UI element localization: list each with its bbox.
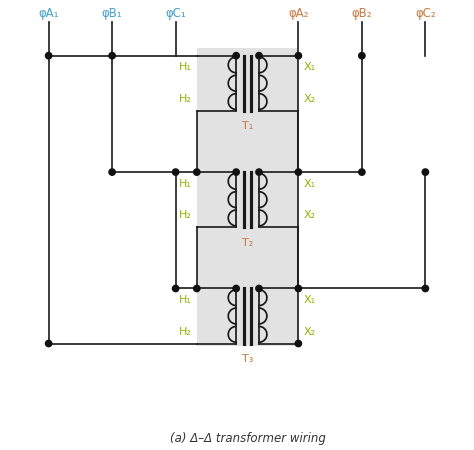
Circle shape xyxy=(173,285,179,292)
Circle shape xyxy=(109,169,115,175)
Text: X₂: X₂ xyxy=(303,327,316,337)
Text: (a) Δ–Δ transformer wiring: (a) Δ–Δ transformer wiring xyxy=(170,432,326,445)
Bar xyxy=(197,48,298,346)
Text: φA₁: φA₁ xyxy=(38,7,59,20)
Circle shape xyxy=(295,340,301,346)
Text: H₂: H₂ xyxy=(179,211,191,220)
Circle shape xyxy=(233,169,239,175)
Circle shape xyxy=(193,285,200,292)
Circle shape xyxy=(173,169,179,175)
Text: φB₂: φB₂ xyxy=(352,7,372,20)
Text: T₂: T₂ xyxy=(242,238,253,248)
Text: X₁: X₁ xyxy=(303,63,316,72)
Circle shape xyxy=(233,285,239,292)
Text: φB₁: φB₁ xyxy=(102,7,122,20)
Circle shape xyxy=(109,53,115,59)
Circle shape xyxy=(46,340,52,346)
Circle shape xyxy=(359,53,365,59)
Text: H₁: H₁ xyxy=(179,179,191,189)
Circle shape xyxy=(295,285,301,292)
Circle shape xyxy=(256,169,262,175)
Text: φC₂: φC₂ xyxy=(415,7,436,20)
Circle shape xyxy=(46,53,52,59)
Text: X₂: X₂ xyxy=(303,211,316,220)
Text: H₂: H₂ xyxy=(179,327,191,337)
Text: T₃: T₃ xyxy=(242,354,253,364)
Text: φA₂: φA₂ xyxy=(288,7,309,20)
Circle shape xyxy=(295,169,301,175)
Text: X₂: X₂ xyxy=(303,94,316,104)
Circle shape xyxy=(359,169,365,175)
Circle shape xyxy=(256,285,262,292)
Circle shape xyxy=(193,169,200,175)
Circle shape xyxy=(256,53,262,59)
Text: T₁: T₁ xyxy=(242,122,253,131)
Text: φC₁: φC₁ xyxy=(165,7,186,20)
Circle shape xyxy=(295,53,301,59)
Text: X₁: X₁ xyxy=(303,295,316,305)
Text: H₂: H₂ xyxy=(179,94,191,104)
Circle shape xyxy=(422,169,428,175)
Text: H₁: H₁ xyxy=(179,295,191,305)
Text: H₁: H₁ xyxy=(179,63,191,72)
Text: X₁: X₁ xyxy=(303,179,316,189)
Circle shape xyxy=(422,285,428,292)
Circle shape xyxy=(233,53,239,59)
